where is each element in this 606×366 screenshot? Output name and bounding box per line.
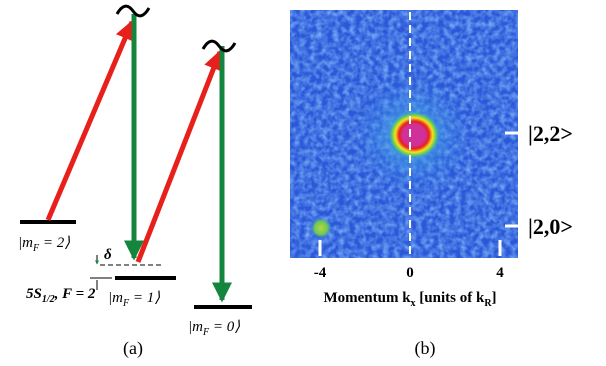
x-tick-label: 4 <box>496 265 504 281</box>
central-peak <box>389 112 439 158</box>
x-axis-label: Momentum kx [units of kR] <box>323 290 496 309</box>
state-label: |2,2> <box>528 121 573 146</box>
raman-arrow-up <box>48 22 132 220</box>
caption: (b) <box>415 338 436 359</box>
caption: (a) <box>123 338 143 359</box>
level-diagram: |mF = 2⟩ |mF = 1⟩ |mF = 0⟩ δ 5S1/2, F = … <box>18 6 252 359</box>
raman-arrow-up <box>138 52 220 262</box>
level-label: |mF = 1⟩ <box>108 290 160 309</box>
momentum-image: |2,2> |2,0> -4 0 4 Momentum kx [units of… <box>290 10 573 359</box>
side-peak <box>310 217 332 239</box>
tilde <box>203 41 235 51</box>
x-tick-label: 0 <box>406 265 414 281</box>
x-tick-label: -4 <box>314 265 327 281</box>
level-label: |mF = 0⟩ <box>188 319 240 338</box>
state-label: 5S1/2, F = 2 <box>26 286 96 305</box>
figure: |mF = 2⟩ |mF = 1⟩ |mF = 0⟩ δ 5S1/2, F = … <box>0 0 606 366</box>
level-label: |mF = 2⟩ <box>18 235 70 254</box>
detuning-label: δ <box>104 247 112 263</box>
state-label: |2,0> <box>528 214 573 239</box>
